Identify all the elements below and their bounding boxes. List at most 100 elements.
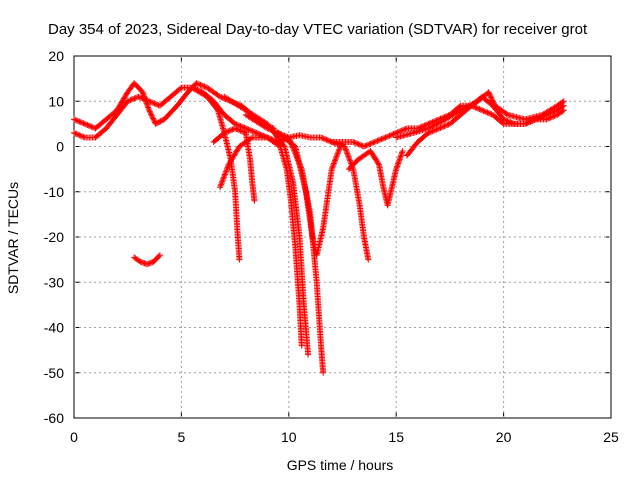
data-point <box>85 122 92 129</box>
data-point <box>399 127 406 134</box>
data-point <box>367 140 374 147</box>
data-point <box>366 141 373 148</box>
data-point <box>437 124 444 131</box>
data-point <box>73 131 80 138</box>
data-point <box>386 132 393 139</box>
data-point <box>352 140 359 147</box>
y-tick-label: -30 <box>44 274 64 290</box>
data-point <box>375 160 382 167</box>
data-point <box>79 133 86 140</box>
data-point <box>328 138 335 145</box>
data-point <box>509 120 516 127</box>
data-point <box>221 129 228 136</box>
data-point <box>244 125 251 132</box>
data-point <box>326 137 333 144</box>
data-point <box>135 93 142 100</box>
data-point <box>439 117 446 124</box>
data-point <box>486 90 493 97</box>
data-point <box>458 106 465 113</box>
y-tick-label: -40 <box>44 320 64 336</box>
data-point <box>256 131 263 138</box>
data-point <box>249 128 256 135</box>
data-point <box>197 81 204 88</box>
series-arc-dip-d <box>221 93 312 358</box>
data-point <box>77 119 84 126</box>
data-point <box>221 171 228 178</box>
data-point <box>462 104 469 111</box>
x-tick-label: 25 <box>603 429 619 445</box>
data-point <box>324 137 331 144</box>
data-point <box>444 122 451 129</box>
data-point <box>213 106 220 113</box>
data-point <box>323 136 330 143</box>
data-point <box>441 123 448 130</box>
data-point <box>389 131 396 138</box>
x-tick-label: 10 <box>281 429 297 445</box>
data-point <box>280 142 287 149</box>
data-point <box>375 137 382 144</box>
data-point <box>215 92 222 99</box>
data-point <box>342 144 349 151</box>
data-point <box>460 105 467 112</box>
data-point <box>177 85 184 92</box>
data-point <box>433 121 440 128</box>
data-point <box>149 114 156 121</box>
data-point <box>343 149 350 156</box>
data-point <box>490 100 497 107</box>
y-tick-label: 0 <box>56 139 64 155</box>
data-point <box>362 142 369 149</box>
data-point <box>434 120 441 127</box>
data-point <box>464 103 471 110</box>
data-point <box>146 107 153 114</box>
data-point <box>248 127 255 134</box>
data-point <box>438 118 445 125</box>
y-tick-label: -10 <box>44 184 64 200</box>
data-point <box>559 99 566 106</box>
data-point <box>220 174 227 181</box>
data-point <box>351 139 358 146</box>
data-point <box>246 127 253 134</box>
data-point <box>430 127 437 134</box>
data-point <box>337 141 344 148</box>
data-point <box>83 121 90 128</box>
data-point <box>333 153 340 160</box>
data-point <box>76 118 83 125</box>
data-point <box>219 178 226 185</box>
y-tick-label: 20 <box>48 48 64 64</box>
data-point <box>397 128 404 135</box>
data-point <box>226 127 233 134</box>
data-point <box>503 110 510 117</box>
data-point <box>377 136 384 143</box>
data-point <box>483 108 490 115</box>
data-point <box>236 127 243 134</box>
data-point <box>490 98 497 105</box>
data-point <box>247 135 254 142</box>
data-point <box>338 142 345 149</box>
data-point <box>127 97 134 104</box>
data-point <box>382 134 389 141</box>
data-point <box>221 172 228 179</box>
data-point <box>234 126 241 133</box>
data-point <box>320 369 327 376</box>
data-point <box>327 138 334 145</box>
data-point <box>426 124 433 131</box>
data-point <box>381 135 388 142</box>
data-point <box>201 83 208 90</box>
y-axis-label: SDTVAR / TECUs <box>5 182 21 294</box>
data-point <box>360 143 367 150</box>
data-point <box>75 131 82 138</box>
data-point <box>345 154 352 161</box>
data-point <box>268 127 275 134</box>
series-arc-late-2 <box>393 89 567 141</box>
data-point <box>343 147 350 154</box>
data-point <box>319 135 326 142</box>
data-point <box>329 164 336 171</box>
data-point <box>132 94 139 101</box>
data-point <box>365 141 372 148</box>
data-point <box>224 128 231 135</box>
data-point <box>334 150 341 157</box>
data-point <box>475 105 482 112</box>
data-point <box>77 132 84 139</box>
data-point <box>487 93 494 100</box>
x-tick-label: 5 <box>178 429 186 445</box>
